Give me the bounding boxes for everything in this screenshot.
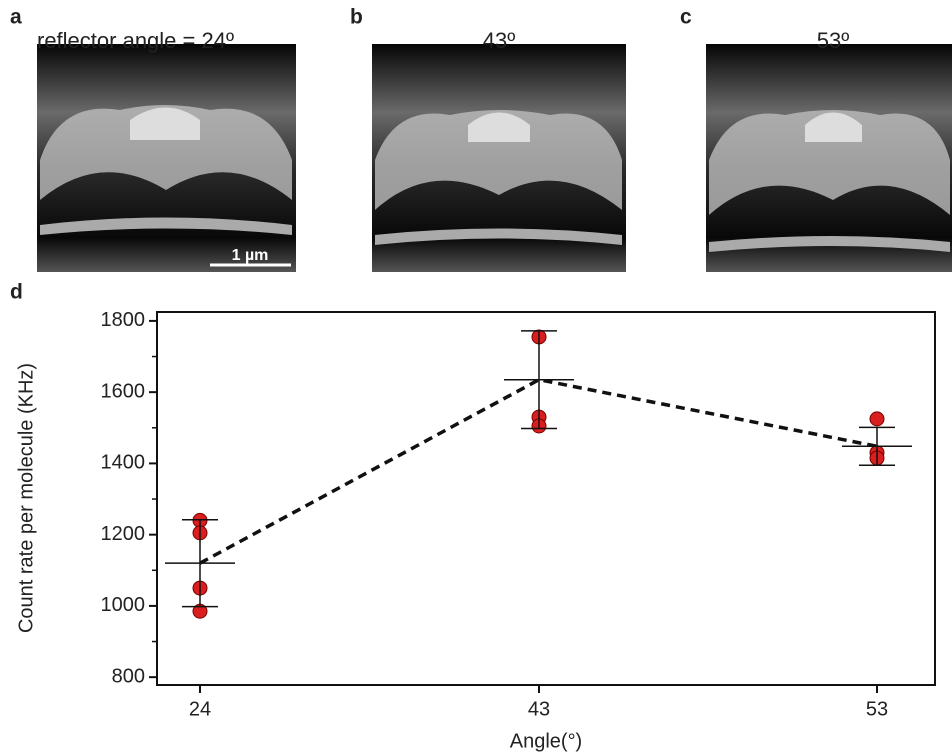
y-tick-label: 1000: [101, 594, 146, 616]
x-tick-label: 24: [189, 698, 211, 720]
y-tick-label: 1800: [101, 309, 146, 331]
x-tick-label: 53: [866, 698, 888, 720]
point: [869, 411, 885, 427]
y-tick-label: 1600: [101, 380, 146, 402]
sem-image: [37, 44, 296, 272]
y-tick-label: 1200: [101, 523, 146, 545]
x-tick-label: 43: [528, 698, 550, 720]
plot-frame: [156, 311, 936, 686]
sem-image: [706, 44, 952, 272]
panel-title: 53º: [817, 28, 850, 53]
y-tick-label: 800: [112, 665, 145, 687]
panel-title: reflector angle = 24º: [37, 28, 234, 53]
sem-images: [37, 44, 952, 272]
mean-line: [199, 377, 878, 565]
scale-bar-label: 1 µm: [232, 247, 269, 264]
panel-label: c: [680, 6, 692, 29]
panel-label: a: [10, 6, 22, 29]
x-axis-label: Angle(°): [510, 730, 582, 752]
sem-image: [372, 44, 626, 272]
panel-title: 43º: [483, 28, 516, 53]
panel-label: b: [350, 6, 363, 29]
y-tick-label: 1400: [101, 452, 146, 474]
panel-label: d: [10, 281, 23, 304]
y-axis-label: Count rate per molecule (KHz): [15, 363, 37, 633]
